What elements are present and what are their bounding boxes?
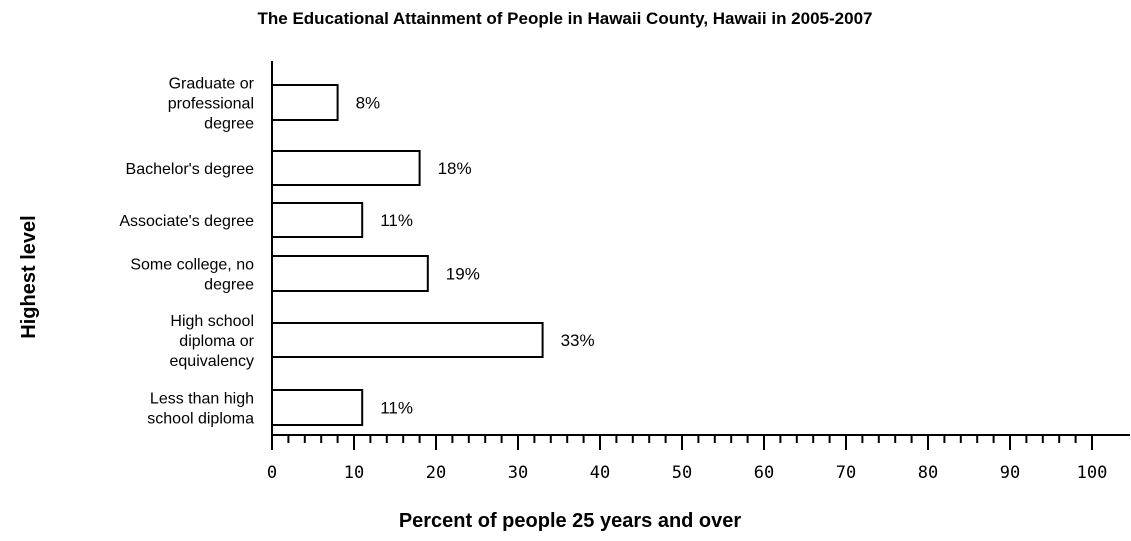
- data-label: 18%: [438, 159, 472, 178]
- x-tick-label: 70: [836, 463, 856, 483]
- category-label: Some college, no degree: [130, 257, 254, 294]
- x-tick-label: 90: [1000, 463, 1020, 483]
- bar: [271, 150, 421, 186]
- data-label: 19%: [446, 265, 480, 284]
- y-axis-title: Highest level: [18, 215, 40, 338]
- x-tick-label: 20: [426, 463, 446, 483]
- bar: [271, 322, 544, 358]
- bars-layer: [271, 84, 544, 426]
- x-axis-ticks: 0 10 20 30 40 50 60 70 80 90 100: [267, 435, 1107, 483]
- x-axis-title: Percent of people 25 years and over: [399, 510, 742, 532]
- data-label: 11%: [380, 211, 413, 230]
- data-label: 33%: [561, 331, 595, 350]
- x-tick-label: 0: [267, 463, 277, 483]
- x-tick-label: 30: [508, 463, 528, 483]
- x-tick-label: 100: [1077, 463, 1108, 483]
- bar: [271, 389, 364, 426]
- x-tick-label: 80: [918, 463, 938, 483]
- chart-title: The Educational Attainment of People in …: [258, 9, 873, 28]
- data-labels: 8% 18% 11% 19% 33% 11%: [356, 94, 595, 418]
- category-label: Associate's degree: [119, 213, 254, 230]
- x-tick-label: 50: [672, 463, 692, 483]
- category-label: Graduate or professional degree: [168, 76, 255, 133]
- x-tick-label: 10: [344, 463, 364, 483]
- bar: [271, 84, 339, 121]
- bar: [271, 202, 364, 238]
- data-label: 11%: [380, 399, 413, 418]
- category-label: Less than high school diploma: [147, 391, 254, 428]
- category-label: Bachelor's degree: [126, 161, 255, 178]
- x-tick-label: 40: [590, 463, 610, 483]
- data-label: 8%: [356, 94, 381, 113]
- category-labels: Graduate or professional degree Bachelor's …: [119, 76, 254, 428]
- x-tick-label: 60: [754, 463, 774, 483]
- category-label: High school diploma or equivalency: [170, 313, 255, 370]
- bar: [271, 255, 429, 292]
